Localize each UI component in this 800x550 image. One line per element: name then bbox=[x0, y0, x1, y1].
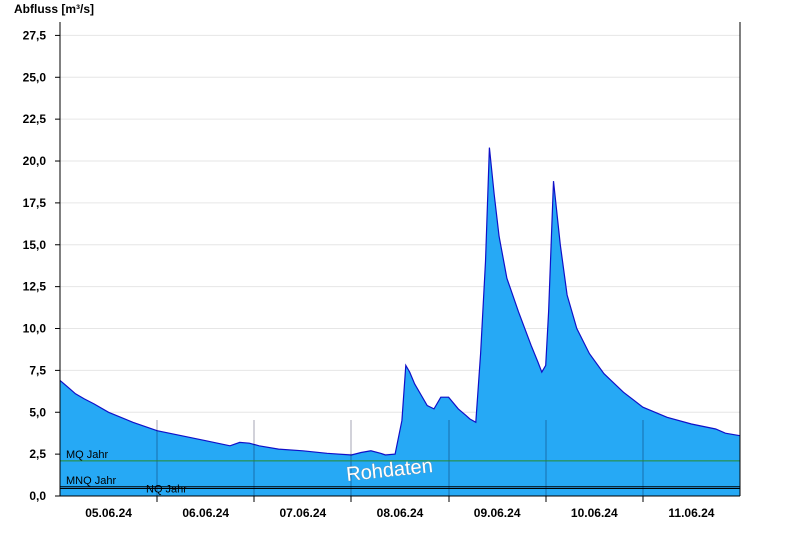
reference-line-label: MNQ Jahr bbox=[66, 475, 116, 487]
x-tick-label: 06.06.24 bbox=[182, 506, 229, 520]
series-area bbox=[59, 147, 741, 496]
y-tick-label: 27,5 bbox=[23, 28, 47, 42]
reference-lines: MQ Jahr MNQ Jahr NQ Jahr bbox=[60, 449, 740, 495]
y-tick-label: 22,5 bbox=[23, 112, 47, 126]
x-tick-label: 08.06.24 bbox=[377, 506, 424, 520]
y-tick-label: 5,0 bbox=[29, 405, 46, 419]
watermark-label: Rohdaten bbox=[345, 455, 434, 486]
reference-line-label: NQ Jahr bbox=[146, 483, 187, 495]
y-tick-label: 20,0 bbox=[23, 154, 47, 168]
series-area-fill bbox=[60, 147, 740, 496]
series-line bbox=[59, 147, 741, 456]
plot-frame bbox=[59, 22, 741, 497]
x-tick-label: 05.06.24 bbox=[85, 506, 132, 520]
grid-lines bbox=[60, 34, 740, 455]
x-tick-label: 10.06.24 bbox=[571, 506, 618, 520]
y-axis-title: Abfluss [m³/s] bbox=[14, 2, 94, 16]
y-tick-label: 2,5 bbox=[29, 447, 46, 461]
x-tick-label: 11.06.24 bbox=[668, 506, 714, 520]
x-axis: 05.06.24 06.06.24 07.06.24 08.06.24 09.06.24… bbox=[85, 496, 715, 520]
y-tick-label: 7,5 bbox=[29, 363, 46, 377]
x-tick-label: 09.06.24 bbox=[474, 506, 521, 520]
y-tick-label: 17,5 bbox=[23, 196, 47, 210]
y-axis: 0,0 2,5 5,0 7,5 10,0 12,5 15,0 17,5 20,0 22,5 25,0… bbox=[23, 28, 60, 503]
y-tick-label: 25,0 bbox=[23, 70, 47, 84]
y-tick-label: 0,0 bbox=[29, 489, 46, 503]
y-tick-label: 12,5 bbox=[23, 280, 47, 294]
reference-line-label: MQ Jahr bbox=[66, 449, 109, 461]
day-divider-lines bbox=[156, 420, 644, 496]
y-tick-label: 10,0 bbox=[23, 322, 47, 336]
y-tick-label: 15,0 bbox=[23, 238, 47, 252]
x-tick-label: 07.06.24 bbox=[279, 506, 326, 520]
